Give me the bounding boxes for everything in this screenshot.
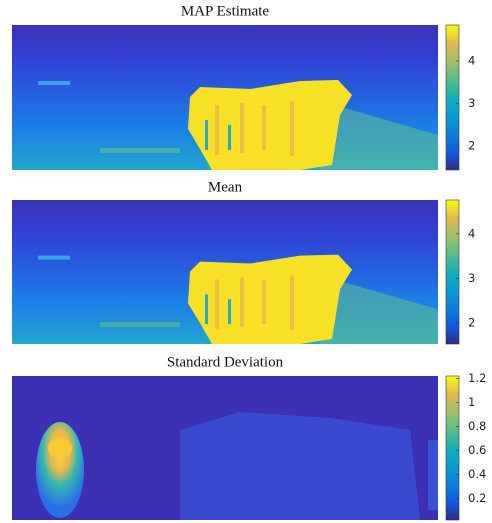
colorbar-tick-label: 3	[468, 96, 475, 110]
colorbar-tick-label: 0.8	[468, 419, 486, 433]
image-map-estimate	[12, 25, 438, 170]
colorbar	[446, 25, 459, 170]
image-std	[12, 376, 438, 520]
colorbar-tick-label: 1	[468, 395, 475, 409]
panel-title: Standard Deviation	[167, 354, 284, 370]
colorbar	[446, 200, 459, 344]
colorbar-tick-label: 0.4	[468, 467, 486, 481]
image-mean	[12, 200, 438, 344]
colorbar-tick-label: 2	[468, 316, 475, 330]
colorbar-tick-label: 3	[468, 271, 475, 285]
colorbar-tick-label: 1.2	[468, 371, 486, 385]
colorbar-tick-label: 0.6	[468, 443, 486, 457]
panel-title: Mean	[208, 179, 243, 195]
colorbar-tick-label: 4	[468, 226, 475, 240]
panel-title: MAP Estimate	[181, 3, 270, 19]
colorbar-tick-label: 0.2	[468, 491, 486, 505]
figure: MAP Estimate 2 3 4 Mean 2 3 4 Standard Deviation…	[0, 0, 492, 523]
colorbar-tick-label: 4	[468, 54, 475, 68]
colorbar-tick-label: 2	[468, 138, 475, 152]
